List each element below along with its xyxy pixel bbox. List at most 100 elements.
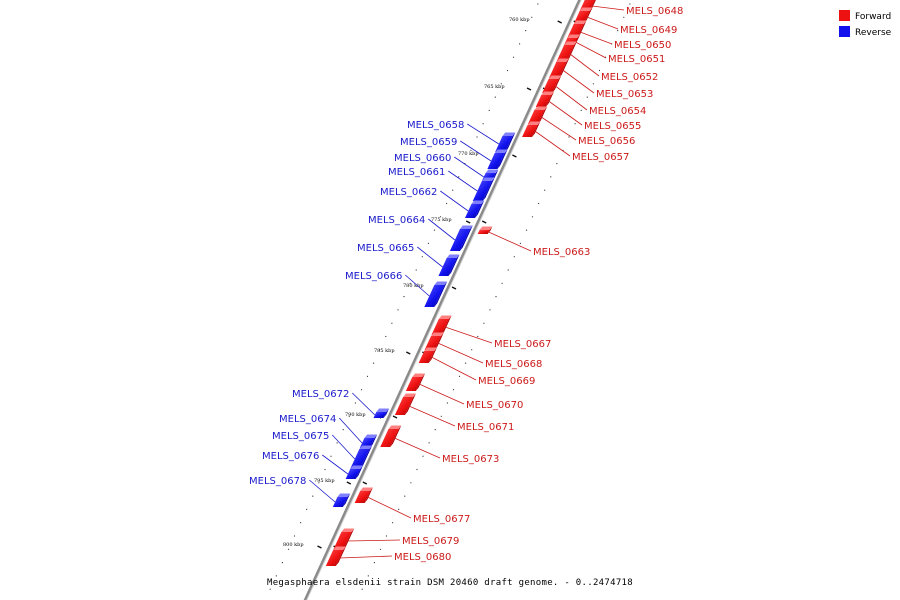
reverse-gene-block[interactable] (449, 225, 473, 252)
major-tick-mark (465, 220, 471, 224)
forward-gene-block[interactable] (380, 425, 402, 448)
gene-block-face (522, 125, 538, 137)
forward-leader-line (548, 100, 583, 126)
reverse-gene-block[interactable] (464, 200, 485, 219)
gene-block-top (527, 121, 541, 125)
gene-label[interactable]: MELS_0672 (292, 389, 349, 400)
forward-gene-block[interactable] (325, 546, 346, 567)
gene-label[interactable]: MELS_0667 (494, 339, 551, 350)
forward-gene-block[interactable] (431, 315, 452, 336)
reverse-gene-block[interactable] (495, 132, 516, 153)
forward-leader-line (569, 53, 600, 77)
gene-block-top (403, 393, 416, 397)
reverse-gene-block[interactable] (350, 445, 373, 470)
forward-gene-block[interactable] (405, 373, 426, 392)
gene-label[interactable]: MELS_0671 (457, 422, 514, 433)
gene-label[interactable]: MELS_0677 (413, 514, 470, 525)
gene-block-face (405, 377, 423, 391)
gene-label[interactable]: MELS_0678 (249, 476, 306, 487)
forward-gene-block[interactable] (477, 226, 493, 235)
minor-tick-dot (275, 575, 277, 577)
reverse-leader-line (332, 434, 356, 460)
gene-block-top (434, 281, 448, 285)
tick-label: 790 kbp (345, 412, 366, 418)
gene-block-top (438, 315, 452, 319)
gene-label[interactable]: MELS_0676 (262, 451, 319, 462)
gene-block-side (537, 106, 548, 124)
minor-tick-dot (506, 69, 509, 72)
tick-label: 765 kbp (484, 84, 505, 90)
forward-leader-line (367, 496, 412, 519)
reverse-gene-block[interactable] (424, 281, 448, 308)
reverse-gene-block[interactable] (373, 408, 390, 419)
minor-tick-dot (550, 176, 552, 178)
minor-tick-dot (318, 482, 320, 484)
gene-label[interactable]: MELS_0648 (626, 6, 683, 17)
forward-gene-block[interactable] (527, 106, 548, 125)
gene-block-side (434, 281, 448, 307)
gene-label[interactable]: MELS_0656 (578, 136, 635, 147)
gene-label[interactable]: MELS_0680 (394, 552, 451, 563)
gene-label[interactable]: MELS_0653 (596, 89, 653, 100)
gene-block-top (376, 408, 390, 412)
gene-label[interactable]: MELS_0664 (368, 215, 425, 226)
gene-label[interactable]: MELS_0650 (614, 40, 671, 51)
gene-label[interactable]: MELS_0663 (533, 247, 590, 258)
forward-gene-block[interactable] (542, 75, 562, 94)
forward-gene-block[interactable] (522, 121, 541, 138)
reverse-leader-line (440, 190, 469, 212)
reverse-gene-block[interactable] (487, 149, 508, 170)
gene-label[interactable]: MELS_0651 (608, 54, 665, 65)
minor-tick-dot (403, 296, 405, 298)
gene-label[interactable]: MELS_0674 (279, 414, 336, 425)
forward-leader-line (555, 85, 588, 111)
gene-block-face (373, 412, 387, 418)
minor-tick-dot (512, 56, 515, 58)
forward-gene-block[interactable] (333, 528, 355, 551)
forward-gene-block[interactable] (394, 393, 416, 416)
reverse-gene-block[interactable] (438, 254, 460, 277)
gene-block-side (369, 434, 378, 448)
gene-label[interactable]: MELS_0668 (485, 359, 542, 370)
minor-tick-dot (477, 335, 479, 338)
gene-label[interactable]: MELS_0659 (400, 137, 457, 148)
gene-label[interactable]: MELS_0657 (572, 152, 629, 163)
gene-block-top (431, 332, 444, 336)
forward-gene-block[interactable] (424, 332, 444, 351)
forward-gene-block[interactable] (418, 347, 437, 364)
reverse-gene-block[interactable] (345, 465, 363, 480)
gene-label[interactable]: MELS_0666 (345, 271, 402, 282)
forward-leader-line (444, 326, 493, 344)
gene-label[interactable]: MELS_0661 (388, 167, 445, 178)
gene-labels: MELS_0648 MELS_0649 MELS_0650 MELS_0651 … (249, 6, 683, 563)
gene-label[interactable]: MELS_0665 (357, 243, 414, 254)
minor-tick-dot (501, 282, 503, 284)
gene-label[interactable]: MELS_0655 (584, 121, 641, 132)
gene-label[interactable]: MELS_0649 (620, 25, 677, 36)
gene-label[interactable]: MELS_0654 (589, 106, 646, 117)
forward-gene-block[interactable] (535, 91, 555, 108)
forward-gene-block[interactable] (574, 7, 593, 24)
gene-block-face (394, 397, 414, 415)
reverse-gene-block[interactable] (472, 177, 495, 202)
gene-label[interactable]: MELS_0670 (466, 400, 523, 411)
gene-block-side (342, 493, 351, 507)
forward-gene-block[interactable] (354, 487, 373, 504)
forward-leader-line (347, 539, 401, 542)
reverse-gene-block[interactable] (332, 493, 351, 508)
minor-tick-dot (519, 242, 522, 244)
minor-tick-dot (513, 256, 515, 258)
gene-label[interactable]: MELS_0669 (478, 376, 535, 387)
forward-leader-line (488, 231, 532, 252)
gene-label[interactable]: MELS_0652 (601, 72, 658, 83)
gene-label[interactable]: MELS_0679 (402, 536, 459, 547)
forward-gene-block[interactable] (549, 58, 570, 79)
gene-label[interactable]: MELS_0660 (394, 153, 451, 164)
gene-block-top (481, 177, 495, 181)
major-tick-mark (557, 20, 563, 24)
gene-label[interactable]: MELS_0675 (272, 431, 329, 442)
gene-block-top (534, 106, 548, 110)
gene-label[interactable]: MELS_0673 (442, 454, 499, 465)
gene-label[interactable]: MELS_0658 (407, 120, 464, 131)
gene-label[interactable]: MELS_0662 (380, 187, 437, 198)
